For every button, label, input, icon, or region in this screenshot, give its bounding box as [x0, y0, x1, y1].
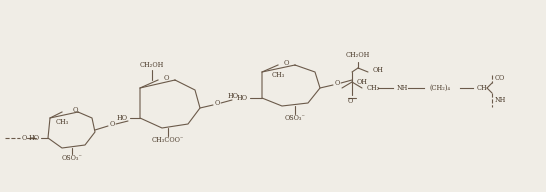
- Text: CH₂OH: CH₂OH: [140, 61, 164, 69]
- Text: O: O: [334, 79, 340, 87]
- Text: OH: OH: [373, 66, 384, 74]
- Text: HO: HO: [228, 92, 239, 100]
- Text: CH₃: CH₃: [271, 71, 284, 79]
- Text: O: O: [163, 74, 169, 82]
- Text: (CH₂)₄: (CH₂)₄: [430, 84, 451, 92]
- Text: OSO₃⁻: OSO₃⁻: [62, 154, 82, 162]
- Text: O: O: [72, 106, 78, 114]
- Text: HO: HO: [237, 94, 248, 102]
- Text: CH₂OH: CH₂OH: [346, 51, 370, 59]
- Text: CH₃: CH₃: [55, 118, 69, 126]
- Text: OSO₃⁻: OSO₃⁻: [284, 114, 305, 122]
- Text: O: O: [21, 134, 27, 142]
- Text: HO: HO: [117, 114, 128, 122]
- Text: O: O: [215, 99, 219, 107]
- Text: NH: NH: [397, 84, 408, 92]
- Text: O: O: [283, 59, 289, 67]
- Text: CH: CH: [477, 84, 488, 92]
- Text: OH: OH: [357, 78, 368, 86]
- Text: HO: HO: [29, 134, 40, 142]
- Text: NH: NH: [495, 96, 506, 104]
- Text: CO: CO: [495, 74, 505, 82]
- Text: CH₃COO⁻: CH₃COO⁻: [152, 136, 184, 144]
- Text: O: O: [109, 120, 115, 128]
- Text: CH₂: CH₂: [367, 84, 381, 92]
- Text: O: O: [347, 97, 353, 105]
